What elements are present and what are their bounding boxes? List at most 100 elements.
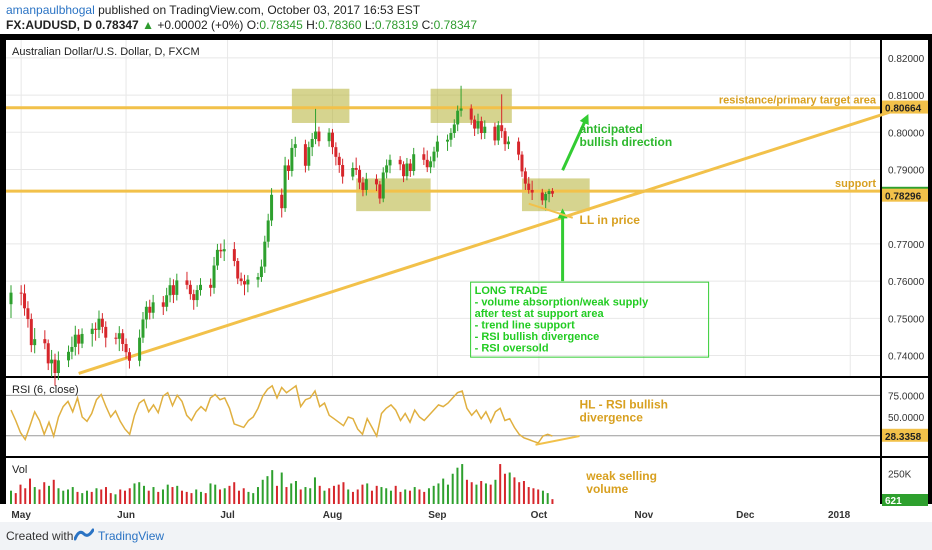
volume-bar [247, 491, 250, 504]
price-change: +0.00002 (+0%) [157, 18, 244, 32]
volume-bar [76, 491, 79, 504]
volume-bar [503, 473, 506, 504]
long-trade-text: - RSI bullish divergence [475, 331, 600, 343]
open-label: O: [246, 18, 260, 32]
volume-bar [356, 489, 359, 504]
volume-bar [442, 478, 445, 504]
volume-bar [33, 487, 36, 504]
symbol-quote-line: FX:AUDUSD, D 0.78347 ▲ +0.00002 (+0%) O:… [6, 18, 477, 32]
horizontal-levels: resistance/primary target area support [6, 95, 899, 375]
candle-body [429, 161, 433, 168]
candle-body [469, 108, 473, 120]
volume-bar [408, 490, 411, 504]
candle-body [185, 280, 189, 285]
candle-body [398, 159, 402, 165]
volume-bar [95, 488, 98, 504]
candle-body [527, 183, 531, 190]
candle-body [388, 159, 392, 166]
volume-bar [537, 489, 540, 504]
volume-bar [342, 482, 345, 504]
price-tick-label: 0.82000 [888, 54, 925, 65]
price-chart-title: Australian Dollar/U.S. Dollar, D, FXCM [12, 46, 200, 58]
candle-body [544, 194, 548, 201]
volume-bar [152, 487, 155, 504]
candle-body [310, 138, 314, 148]
volume-bar [275, 485, 278, 504]
candle-body [358, 169, 362, 183]
candle-body [23, 293, 27, 309]
axis-labels: 0.82000 0.81000 0.80000 0.79000 0.77000 0.760… [11, 54, 928, 521]
price-marker-label: 0.80664 [885, 104, 922, 115]
volume-bar [47, 485, 50, 504]
candle-body [127, 352, 131, 361]
created-with-text: Created with [6, 529, 74, 543]
candle-body [222, 249, 226, 252]
volume-bar [532, 488, 535, 504]
long-trade-text: LONG TRADE [475, 285, 548, 297]
candle-body [9, 292, 13, 305]
lower-low-marker [528, 202, 574, 219]
price-tick-label: 0.79000 [888, 165, 925, 176]
rsi-divergence-label: HL - RSI bullish [580, 397, 668, 411]
candle-body [53, 359, 57, 374]
long-trade-text: after test at support area [475, 308, 605, 320]
candle-body [405, 163, 409, 177]
price-tick-label: 0.77000 [888, 240, 925, 251]
candle-body [479, 121, 483, 134]
volume-bar [104, 487, 107, 504]
candle-body [256, 277, 260, 280]
price-marker-box [882, 188, 928, 202]
candle-body [77, 334, 81, 344]
volume-bar [437, 483, 440, 504]
symbol-label: FX:AUDUSD, D [6, 18, 92, 32]
candle-body [280, 194, 284, 209]
candle-body [330, 132, 334, 148]
volume-bar [66, 489, 69, 504]
candle-body [283, 165, 287, 209]
volume-bar [24, 488, 27, 504]
volume-bar [142, 485, 145, 504]
volume-bar [71, 487, 74, 504]
volume-bar [470, 482, 473, 504]
volume-bar [313, 477, 316, 504]
candle-body [378, 184, 382, 199]
candle-body [165, 295, 169, 307]
volume-bar [43, 482, 46, 504]
volume-bar [304, 487, 307, 504]
candle-body [266, 220, 270, 242]
volume-bar [318, 485, 321, 504]
price-marker-label: 0.78296 [885, 192, 922, 203]
volume-bar [451, 473, 454, 504]
green-arrow [561, 113, 589, 171]
volume-tick-label: 250K [888, 470, 912, 481]
author-link[interactable]: amanpaulbhogal [6, 3, 95, 17]
volume-bar [351, 491, 354, 504]
month-tick-label: Jul [220, 510, 235, 521]
volume-bar [62, 490, 65, 504]
long-trade-text: - volume absorption/weak supply [475, 297, 649, 309]
volume-bars [10, 464, 554, 504]
candle-body [354, 168, 358, 170]
candle-body [100, 318, 104, 327]
volume-bar [385, 488, 388, 504]
candle-body [550, 191, 554, 194]
candle-body [402, 164, 406, 177]
volume-bar [237, 490, 240, 504]
candle-body [232, 249, 236, 262]
long-trade-text: - trend line support [475, 320, 576, 332]
candle-body [422, 154, 426, 160]
month-tick-label: Aug [323, 510, 342, 521]
volume-bar [199, 491, 202, 504]
candle-body [33, 339, 37, 346]
volume-bar [389, 490, 392, 504]
tradingview-brand-link[interactable]: TradingView [98, 529, 165, 543]
volume-bar [418, 489, 421, 504]
candle-body [303, 144, 307, 166]
low-value: 0.78319 [374, 18, 419, 32]
volume-bar [541, 490, 544, 504]
volume-bar [57, 488, 60, 504]
volume-bar [513, 477, 516, 504]
price-tick-label: 0.76000 [888, 277, 925, 288]
tradingview-logo-icon [74, 528, 94, 541]
footer-bar: Created with TradingView [0, 522, 932, 550]
